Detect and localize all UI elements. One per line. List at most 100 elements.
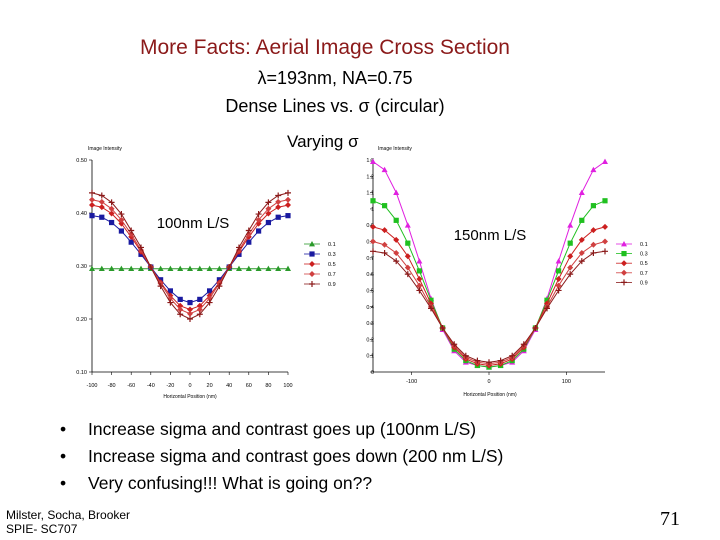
chart2-point-0.1 bbox=[404, 222, 411, 228]
chart2-point-0.5 bbox=[578, 236, 585, 243]
chart2-x-tick-label: 0 bbox=[487, 379, 490, 385]
chart1-point-0.5 bbox=[275, 204, 282, 211]
chart2-point-0.9 bbox=[544, 305, 550, 312]
chart2-point-0.5 bbox=[370, 223, 376, 230]
chart1-point-0.3 bbox=[285, 213, 291, 219]
chart1-point-0.7 bbox=[255, 216, 262, 223]
chart1-point-0.7 bbox=[187, 310, 193, 317]
chart2-point-0.9 bbox=[567, 271, 574, 278]
chart2-legend-marker-0.9 bbox=[621, 279, 627, 286]
chart2-series-line-0.7 bbox=[372, 241, 606, 365]
chart2-legend-marker-0.7 bbox=[621, 269, 627, 276]
chart1-point-0.9 bbox=[89, 189, 95, 196]
varying-sigma-label: Varying σ bbox=[287, 132, 359, 152]
chart2-point-0.9 bbox=[555, 287, 562, 294]
chart1-x-tick-label: -60 bbox=[127, 383, 135, 389]
chart1-point-0.9 bbox=[265, 199, 272, 206]
chart2-y-tick-label: 1.2 bbox=[366, 174, 374, 180]
chart2-point-0.9 bbox=[532, 324, 539, 331]
chart1-point-0.9 bbox=[236, 244, 242, 251]
chart2-point-0.1 bbox=[602, 158, 608, 165]
chart2-point-0.9 bbox=[474, 357, 481, 364]
chart2-point-0.3 bbox=[405, 240, 411, 246]
chart2-legend-label-0.7: 0.7 bbox=[640, 271, 648, 277]
wavelength-na-text: =193nm, NA=0.75 bbox=[266, 68, 413, 88]
chart2-point-0.3 bbox=[590, 203, 596, 209]
chart2-point-0.1 bbox=[416, 258, 423, 264]
chart1-point-0.1 bbox=[98, 265, 105, 272]
chart1-point-0.1 bbox=[196, 265, 203, 272]
chart1-point-0.1 bbox=[157, 265, 164, 272]
aerial-image-charts: 0.100.200.300.400.50-100 -80 -60 -40 -20 0 20 4… bbox=[76, 146, 648, 400]
chart2-y-tick-label: 0.7 bbox=[366, 256, 374, 262]
dense-lines-line: Dense Lines vs. σ (circular) bbox=[0, 96, 670, 117]
chart1-point-0.5 bbox=[108, 210, 115, 217]
chart1-point-0.9 bbox=[255, 211, 262, 218]
chart2-point-0.1 bbox=[555, 258, 562, 264]
chart1-point-0.1 bbox=[128, 265, 135, 272]
chart2-point-0.5 bbox=[381, 227, 388, 234]
chart1-point-0.1 bbox=[285, 265, 291, 272]
chart1-point-0.9 bbox=[226, 264, 233, 271]
chart1-y-tick-label: 0.40 bbox=[76, 211, 87, 217]
chart1-point-0.9 bbox=[167, 299, 174, 306]
chart1-x-tick-label: 0 bbox=[188, 383, 191, 389]
chart1-point-0.1 bbox=[89, 265, 95, 272]
chart2-point-0.7 bbox=[404, 264, 411, 271]
chart2-point-0.9 bbox=[404, 271, 411, 278]
chart1-legend-label-0.5: 0.5 bbox=[328, 262, 336, 268]
chart1-point-0.9 bbox=[128, 227, 135, 234]
chart1-legend-marker-0.5 bbox=[309, 261, 315, 267]
bullet-item-2: Increase sigma and contrast goes down (2… bbox=[60, 443, 503, 470]
chart2-point-0.9 bbox=[509, 352, 516, 359]
chart1-legend-marker-0.3 bbox=[309, 251, 315, 257]
chart2-point-0.9 bbox=[439, 324, 446, 331]
chart1-point-0.7 bbox=[108, 205, 115, 212]
chart2-point-0.9 bbox=[370, 248, 376, 255]
chart2-point-0.9 bbox=[602, 248, 608, 255]
chart2-point-0.7 bbox=[590, 241, 597, 248]
lambda-symbol: λ bbox=[257, 68, 267, 88]
chart1-point-0.1 bbox=[138, 265, 144, 272]
chart2-point-0.1 bbox=[567, 222, 574, 228]
chart2-point-0.7 bbox=[567, 264, 574, 271]
chart1-point-0.3 bbox=[118, 228, 124, 234]
chart2-legend-label-0.5: 0.5 bbox=[640, 261, 648, 267]
chart2-x-tick-label: -100 bbox=[406, 379, 417, 385]
varying-sigma-symbol: σ bbox=[348, 132, 359, 151]
chart1-x-tick-label: 60 bbox=[246, 383, 252, 389]
chart2-point-0.1 bbox=[393, 189, 400, 196]
chart2-point-0.9 bbox=[497, 357, 504, 364]
chart2-point-0.9 bbox=[486, 359, 492, 366]
chart1-point-0.9 bbox=[187, 316, 193, 322]
chart1-x-tick-label: -40 bbox=[147, 383, 155, 389]
chart2-title: 150nm L/S bbox=[454, 227, 527, 244]
chart2-point-0.9 bbox=[462, 352, 469, 359]
chart2-series-line-0.5 bbox=[372, 226, 606, 367]
chart1-point-0.5 bbox=[187, 306, 193, 313]
chart1-point-0.9 bbox=[108, 199, 115, 206]
chart1-point-0.5 bbox=[89, 202, 95, 209]
chart2-point-0.3 bbox=[382, 203, 388, 209]
chart1-point-0.9 bbox=[157, 283, 164, 290]
chart1-point-0.1 bbox=[245, 265, 252, 272]
chart1-x-axis-label: Horizontal Position (nm) bbox=[163, 394, 217, 400]
slide-title: More Facts: Aerial Image Cross Section bbox=[140, 36, 510, 59]
chart2-x-axis-label: Horizontal Position (nm) bbox=[463, 392, 517, 398]
chart1-point-0.9 bbox=[196, 311, 203, 318]
chart2-point-0.7 bbox=[602, 238, 608, 245]
chart1-legend-marker-0.7 bbox=[309, 271, 315, 277]
chart1-x-tick-label: 20 bbox=[207, 383, 213, 389]
chart2-point-0.1 bbox=[370, 158, 376, 165]
chart1-point-0.7 bbox=[265, 205, 272, 212]
chart1-title: 100nm L/S bbox=[157, 215, 230, 232]
chart2-point-0.7 bbox=[370, 238, 376, 245]
chart1-point-0.3 bbox=[109, 219, 115, 226]
chart1-x-tick-label: -100 bbox=[86, 383, 97, 389]
chart1-point-0.9 bbox=[216, 283, 223, 290]
page-number: 71 bbox=[660, 508, 680, 530]
chart1-point-0.9 bbox=[177, 311, 184, 318]
chart2-legend-label-0.3: 0.3 bbox=[640, 252, 648, 258]
chart2-point-0.9 bbox=[578, 258, 585, 265]
chart1-legend-label-0.9: 0.9 bbox=[328, 282, 336, 288]
